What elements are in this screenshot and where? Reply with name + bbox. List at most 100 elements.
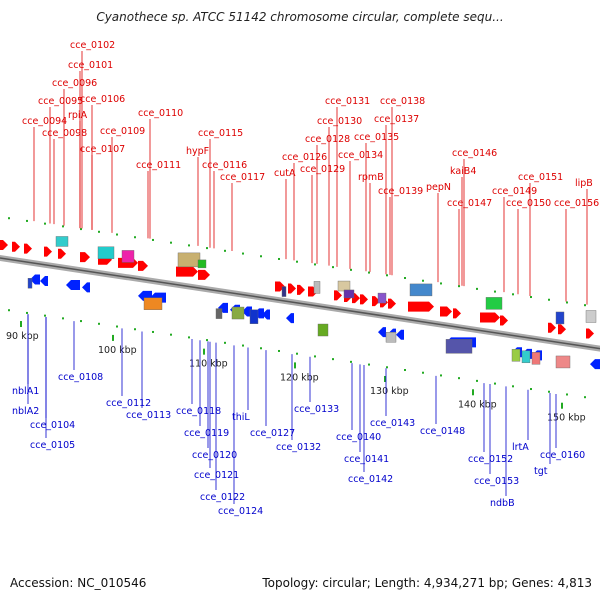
gene-label-forward[interactable]: cce_0134 <box>338 150 383 161</box>
forward-gene-arrow[interactable] <box>297 284 305 295</box>
forward-gene-arrow[interactable] <box>440 306 452 317</box>
forward-gene-arrow[interactable] <box>500 315 508 326</box>
feature-box[interactable] <box>337 280 351 292</box>
reverse-gene-arrow[interactable] <box>40 276 48 287</box>
forward-gene-arrow[interactable] <box>586 328 594 339</box>
gene-label-forward[interactable]: cce_0115 <box>198 128 243 139</box>
gene-label-forward[interactable]: cce_0130 <box>317 116 362 127</box>
forward-gene-arrow[interactable] <box>388 298 396 309</box>
feature-box[interactable] <box>215 308 223 319</box>
gene-label-reverse[interactable]: cce_0120 <box>192 450 237 461</box>
gene-label-forward[interactable]: cce_0128 <box>305 134 350 145</box>
gene-label-forward[interactable]: cce_0137 <box>374 114 419 125</box>
forward-gene-arrow[interactable] <box>288 283 296 294</box>
gene-label-forward[interactable]: cce_0111 <box>136 160 181 171</box>
feature-box[interactable] <box>27 278 33 289</box>
forward-gene-arrow[interactable] <box>80 252 90 263</box>
gene-label-forward[interactable]: cutA <box>274 168 296 179</box>
gene-label-reverse[interactable]: nblA1 <box>12 386 39 397</box>
forward-gene-arrow[interactable] <box>558 324 566 335</box>
gene-label-forward[interactable]: cce_0098 <box>42 128 87 139</box>
gene-label-forward[interactable]: rpiA <box>68 110 88 121</box>
gene-label-forward[interactable]: lipB <box>575 178 593 189</box>
feature-box[interactable] <box>177 252 201 268</box>
gene-label-forward[interactable]: cce_0102 <box>70 40 115 51</box>
gene-label-forward[interactable]: cce_0151 <box>518 172 563 183</box>
gene-label-forward[interactable]: cce_0126 <box>282 152 327 163</box>
gene-label-reverse[interactable]: cce_0141 <box>344 454 389 465</box>
feature-box[interactable] <box>249 309 259 324</box>
feature-box[interactable] <box>511 349 521 362</box>
gene-label-reverse[interactable]: cce_0152 <box>468 454 513 465</box>
reverse-gene-arrow[interactable] <box>286 313 294 324</box>
forward-gene-arrow[interactable] <box>453 308 461 319</box>
gene-label-forward[interactable]: cce_0135 <box>354 132 399 143</box>
gene-label-reverse[interactable]: cce_0148 <box>420 426 465 437</box>
gene-label-forward[interactable]: cce_0096 <box>52 78 97 89</box>
forward-gene-arrow[interactable] <box>44 246 52 257</box>
feature-box[interactable] <box>343 289 355 299</box>
gene-label-reverse[interactable]: cce_0112 <box>106 398 151 409</box>
feature-box[interactable] <box>281 286 287 297</box>
gene-label-forward[interactable]: cce_0146 <box>452 148 497 159</box>
gene-label-forward[interactable]: cce_0107 <box>80 144 125 155</box>
gene-label-reverse[interactable]: nblA2 <box>12 406 39 417</box>
reverse-gene-arrow[interactable] <box>378 327 386 338</box>
reverse-gene-arrow[interactable] <box>66 279 80 290</box>
gene-label-reverse[interactable]: cce_0127 <box>250 428 295 439</box>
gene-label-reverse[interactable]: thiL <box>232 412 250 423</box>
gene-label-reverse[interactable]: cce_0143 <box>370 418 415 429</box>
gene-label-reverse[interactable]: cce_0118 <box>176 406 221 417</box>
gene-label-forward[interactable]: cce_0150 <box>506 198 551 209</box>
forward-gene-arrow[interactable] <box>198 269 210 280</box>
feature-box[interactable] <box>313 281 321 294</box>
reverse-gene-arrow[interactable] <box>590 359 600 370</box>
forward-gene-arrow[interactable] <box>138 260 148 271</box>
forward-gene-arrow[interactable] <box>360 294 368 305</box>
forward-gene-arrow[interactable] <box>480 312 500 323</box>
gene-label-reverse[interactable]: cce_0153 <box>474 476 519 487</box>
forward-gene-arrow[interactable] <box>24 243 32 254</box>
gene-label-forward[interactable]: cce_0149 <box>492 186 537 197</box>
gene-label-reverse[interactable]: tgt <box>534 466 548 477</box>
feature-box[interactable] <box>143 297 163 310</box>
gene-label-forward[interactable]: hypF <box>186 146 209 157</box>
gene-label-reverse[interactable]: cce_0122 <box>200 492 245 503</box>
feature-box[interactable] <box>445 339 473 354</box>
gene-label-reverse[interactable]: cce_0142 <box>348 474 393 485</box>
reverse-gene-arrow[interactable] <box>30 274 40 285</box>
gene-label-forward[interactable]: cce_0156 <box>554 198 599 209</box>
feature-box[interactable] <box>555 355 571 369</box>
feature-box[interactable] <box>317 323 329 337</box>
feature-box[interactable] <box>409 283 433 297</box>
gene-label-reverse[interactable]: cce_0121 <box>194 470 239 481</box>
feature-box[interactable] <box>521 350 531 364</box>
gene-label-forward[interactable]: pepN <box>426 182 451 193</box>
gene-label-forward[interactable]: kaiB4 <box>450 166 476 177</box>
gene-label-forward[interactable]: cce_0095 <box>38 96 83 107</box>
gene-label-forward[interactable]: cce_0138 <box>380 96 425 107</box>
gene-label-reverse[interactable]: lrtA <box>512 442 529 453</box>
forward-gene-arrow[interactable] <box>0 240 8 250</box>
feature-box[interactable] <box>97 246 115 259</box>
forward-gene-arrow[interactable] <box>372 296 380 307</box>
gene-label-forward[interactable]: cce_0147 <box>447 198 492 209</box>
feature-box[interactable] <box>531 352 541 365</box>
gene-label-forward[interactable]: cce_0131 <box>325 96 370 107</box>
gene-label-reverse[interactable]: cce_0140 <box>336 432 381 443</box>
forward-gene-arrow[interactable] <box>408 301 434 312</box>
gene-label-reverse[interactable]: ndbB <box>490 498 515 509</box>
gene-label-forward[interactable]: cce_0109 <box>100 126 145 137</box>
reverse-gene-arrow[interactable] <box>262 309 270 320</box>
gene-label-reverse[interactable]: cce_0124 <box>218 506 263 517</box>
gene-label-reverse[interactable]: cce_0133 <box>294 404 339 415</box>
gene-label-forward[interactable]: cce_0139 <box>378 186 423 197</box>
gene-label-reverse[interactable]: cce_0105 <box>30 440 75 451</box>
gene-label-reverse[interactable]: cce_0113 <box>126 410 171 421</box>
feature-box[interactable] <box>377 292 387 304</box>
gene-label-forward[interactable]: cce_0110 <box>138 108 183 119</box>
feature-box[interactable] <box>555 311 565 325</box>
feature-box[interactable] <box>485 297 503 310</box>
feature-box[interactable] <box>197 259 207 269</box>
